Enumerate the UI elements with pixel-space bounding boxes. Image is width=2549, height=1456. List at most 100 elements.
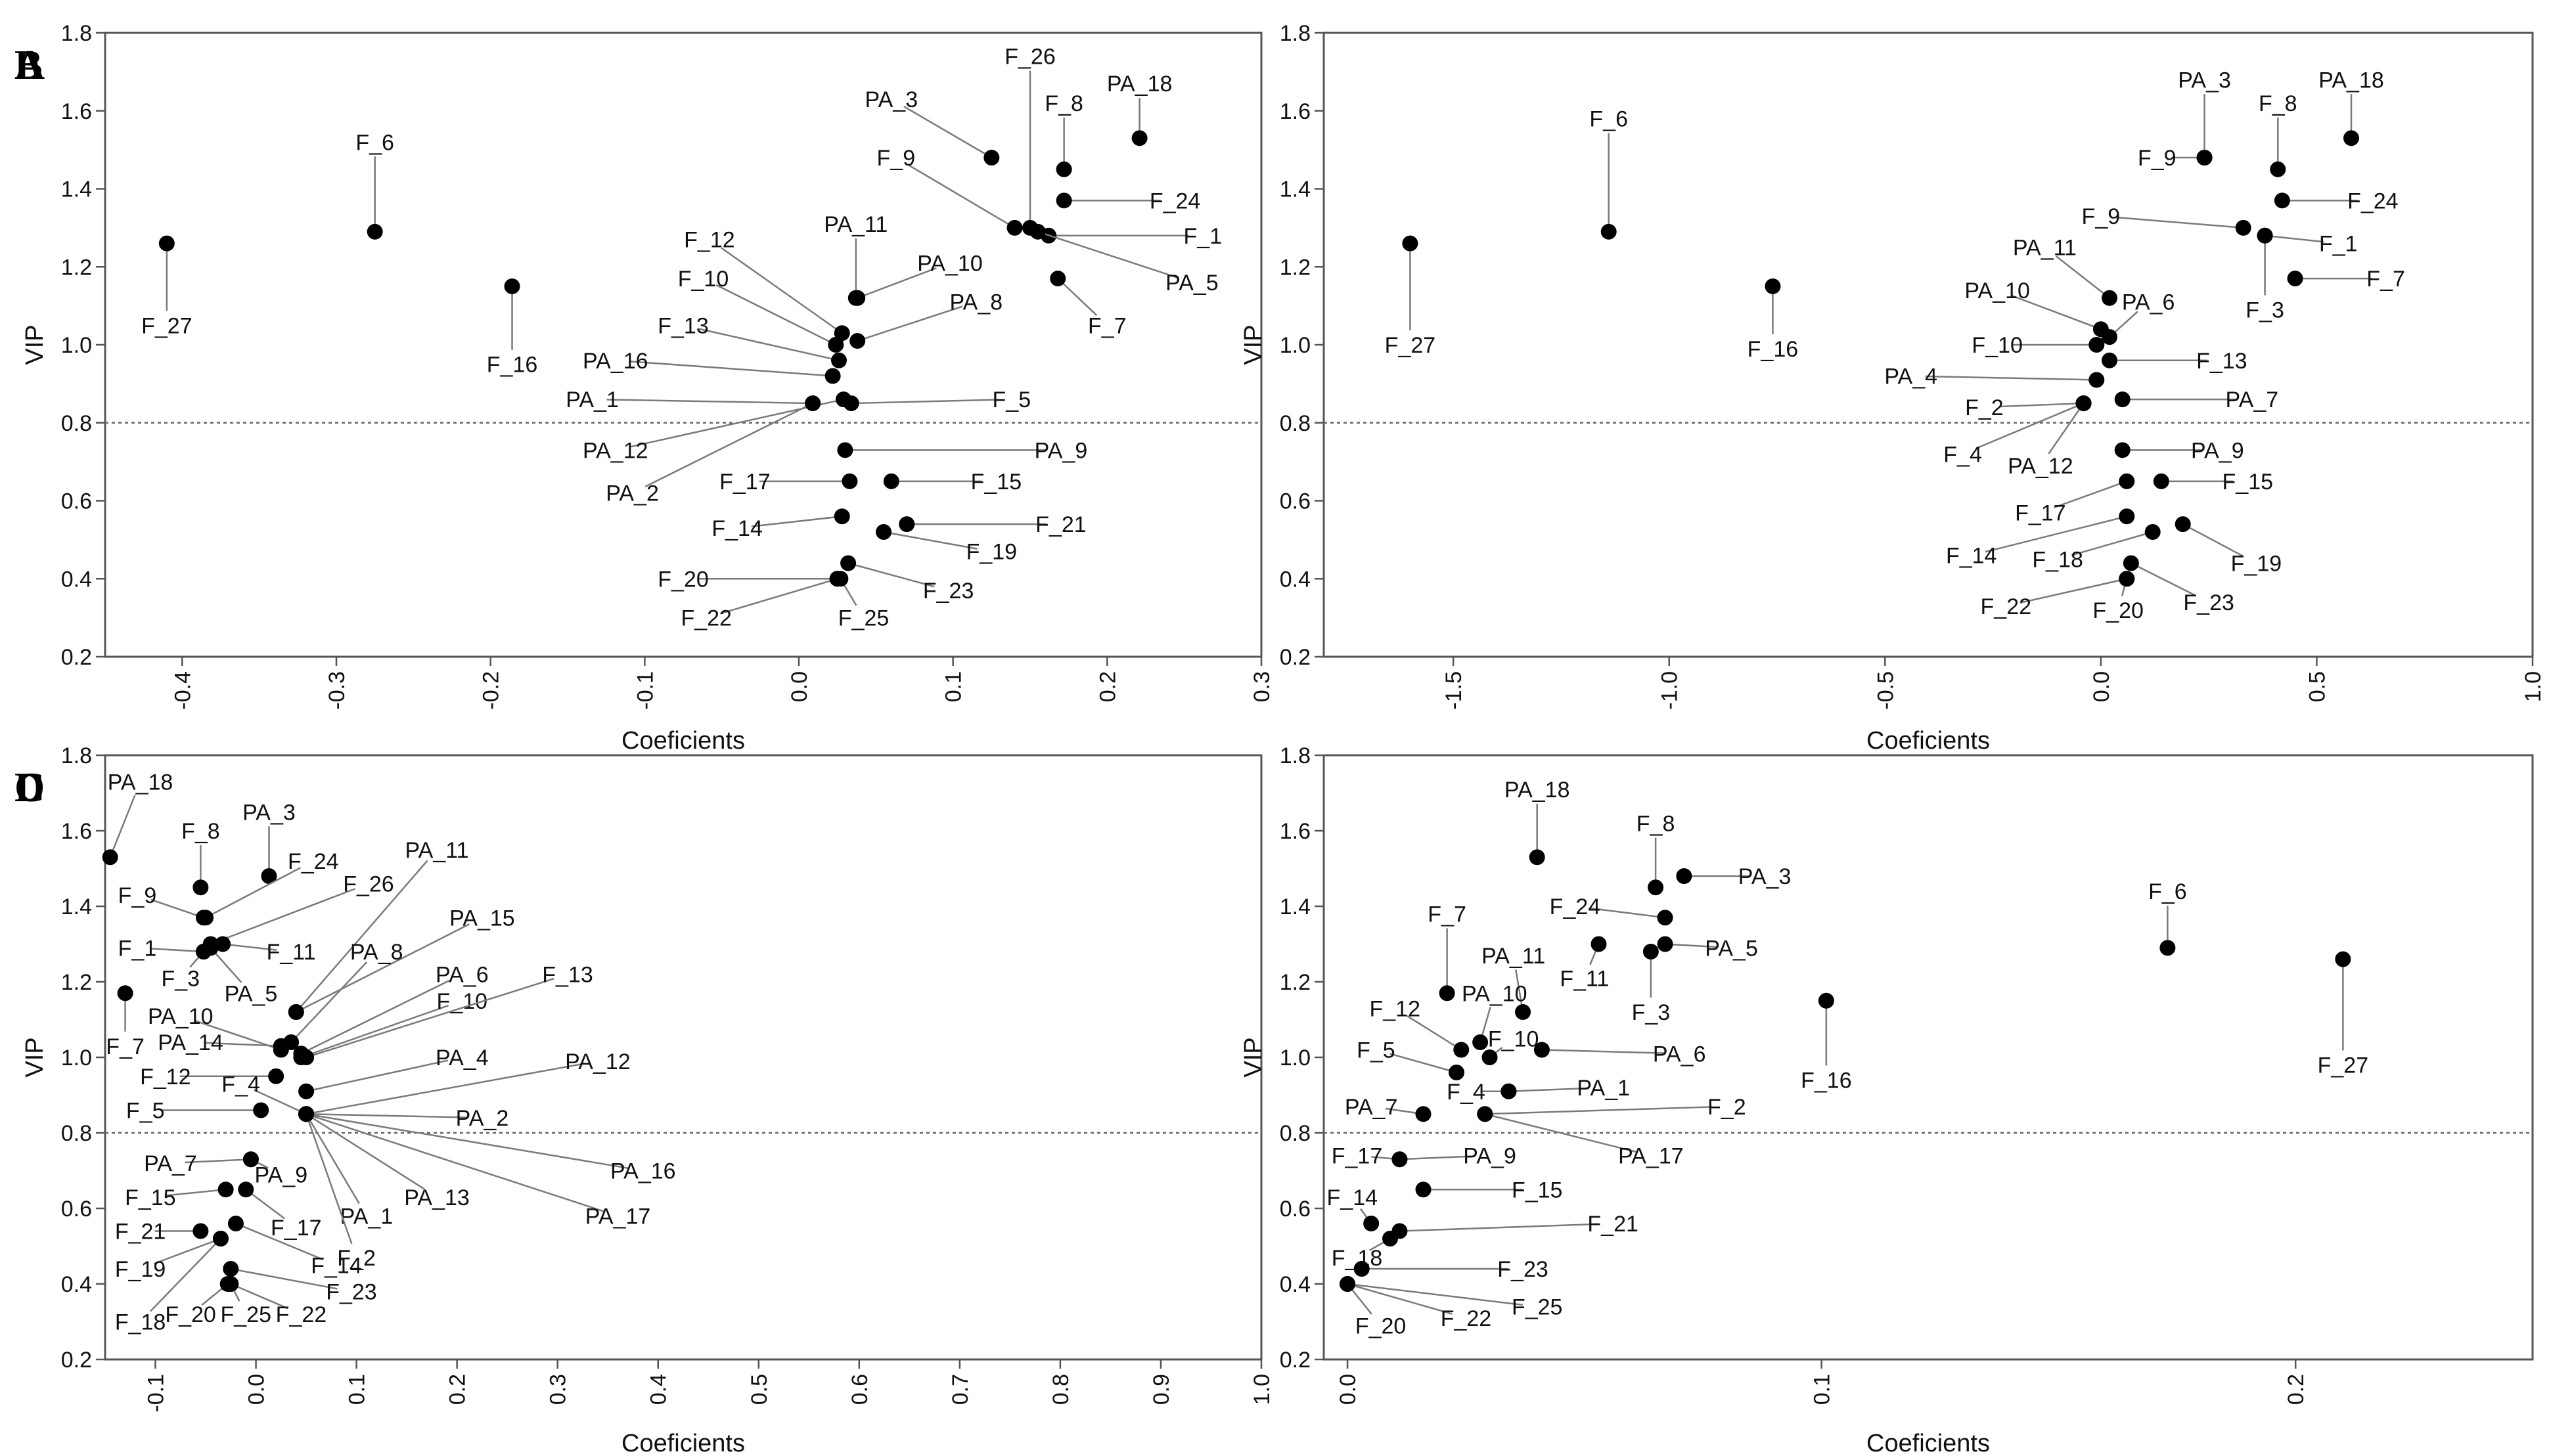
x-tick-label: 0.1	[345, 1374, 370, 1405]
point-label-f-16: F_16	[1748, 337, 1799, 362]
x-tick-label: 0.8	[1049, 1374, 1073, 1405]
x-tick-label: 0.0	[1336, 1374, 1361, 1405]
point-label-f-11: F_11	[267, 940, 316, 965]
point-label-f-1: F_1	[118, 936, 157, 961]
point-label-f-9: F_9	[2138, 146, 2177, 171]
point-f-24	[2274, 192, 2290, 209]
x-tick-label: 0.2	[445, 1374, 470, 1405]
point-label-f-12: F_12	[140, 1065, 191, 1090]
plot-frame	[104, 32, 1263, 658]
point-f-5	[1449, 1065, 1465, 1080]
point-label-f-14: F_14	[1327, 1185, 1378, 1210]
point-label-f-6: F_6	[2148, 879, 2187, 904]
point-f-6	[1600, 223, 1617, 240]
point-label-f-17: F_17	[271, 1216, 322, 1241]
point-pa-6	[2102, 329, 2117, 345]
panel-a: A 0.2 0.4 0.6 0.8 1.0 1.2 1.4 1.6 1.8 -0.4 -0.3 -0.2…	[14, 21, 1274, 755]
point-pa-3	[261, 868, 277, 884]
point-label-f-2: F_2	[337, 1246, 376, 1271]
point-pa-10	[849, 290, 866, 306]
point-label-f-24: F_24	[288, 849, 339, 874]
plot-frame	[104, 754, 1263, 1361]
y-tick-label: 0.6	[1280, 1197, 1311, 1222]
point-label-f-15: F_15	[125, 1185, 176, 1210]
y-tick-label: 1.4	[61, 177, 92, 202]
point-label-f-14: F_14	[1946, 544, 1997, 569]
y-tick-label: 0.2	[61, 645, 92, 670]
point-label-f-7: F_7	[1428, 902, 1466, 927]
point-label-f-12: F_12	[1369, 996, 1420, 1021]
point-label-f-4: F_4	[1447, 1080, 1485, 1105]
leader-line-pa-1	[305, 1113, 360, 1204]
x-tick-label: 0.0	[787, 671, 812, 702]
point-label-pa-3: PA_3	[1738, 864, 1792, 889]
point-label-f-8: F_8	[1636, 812, 1675, 837]
point-f-19	[2175, 516, 2191, 533]
leader-line-f-1	[2265, 234, 2324, 243]
point-f-12	[1453, 1042, 1470, 1058]
point-f-6	[2159, 940, 2176, 956]
x-tick-label: 0.5	[2305, 671, 2330, 702]
point-pa-12	[2075, 395, 2092, 412]
point-label-pa-18: PA_18	[1107, 72, 1173, 97]
point-pa-6	[1533, 1042, 1550, 1058]
y-tick-label: 1.2	[61, 255, 92, 280]
x-axis-label: Coeficients	[621, 727, 745, 755]
leader-line-pa-9	[1399, 1155, 1476, 1160]
point-label-f-16: F_16	[487, 353, 538, 378]
leader-line-pa-14	[205, 1042, 281, 1047]
point-pa-14	[273, 1038, 289, 1054]
point-f-21	[899, 516, 915, 533]
leader-line-f-5	[1389, 1053, 1457, 1074]
point-label-f-5: F_5	[126, 1099, 165, 1124]
y-axis-label: VIP	[21, 324, 49, 364]
leader-line-pa-1	[1508, 1087, 1589, 1092]
point-pa-9	[837, 442, 853, 458]
point-label-pa-13: PA_13	[404, 1185, 470, 1210]
leader-line-pa-18	[109, 795, 136, 858]
point-label-pa-18: PA_18	[2318, 68, 2384, 93]
y-tick-label: 0.4	[61, 1272, 92, 1297]
point-f-27	[158, 235, 175, 252]
point-f-24	[1657, 910, 1673, 926]
point-label-pa-12: PA_12	[2008, 454, 2073, 479]
point-f-8	[1056, 161, 1072, 177]
y-tick-label: 0.8	[1280, 1121, 1311, 1146]
point-f-14	[227, 1216, 244, 1231]
point-f-24	[1056, 192, 1072, 209]
leader-line-f-9	[2115, 216, 2244, 229]
x-tick-label: 0.5	[747, 1374, 772, 1405]
x-tick-label: -0.1	[633, 671, 658, 710]
x-tick-label: 0.7	[948, 1374, 973, 1405]
point-label-pa-1: PA_1	[1577, 1076, 1630, 1101]
point-label-pa-3: PA_3	[865, 87, 918, 112]
point-pa-8	[849, 333, 866, 349]
point-f-10	[1481, 1049, 1498, 1065]
point-label-f-24: F_24	[1150, 188, 1201, 213]
point-label-f-19: F_19	[115, 1257, 166, 1282]
point-label-f-17: F_17	[1332, 1144, 1383, 1169]
point-label-pa-10: PA_10	[148, 1004, 214, 1029]
point-f-9	[195, 910, 212, 926]
point-f-11	[1590, 936, 1607, 952]
point-f-7	[117, 985, 133, 1002]
point-label-f-20: F_20	[658, 567, 709, 592]
leader-line-f-14	[751, 516, 842, 527]
point-label-f-6: F_6	[355, 130, 394, 155]
y-tick-label: 0.2	[1280, 645, 1311, 670]
leader-line-pa-3	[903, 105, 992, 159]
point-f-18	[213, 1231, 229, 1246]
point-f-16	[504, 278, 520, 294]
point-f-16	[1765, 278, 1781, 294]
leader-line-f-5	[851, 399, 997, 405]
leader-line-f-23	[231, 1268, 338, 1290]
point-label-f-16: F_16	[1801, 1069, 1852, 1093]
point-label-pa-4: PA_4	[436, 1046, 489, 1070]
leader-line-f-2	[305, 1113, 353, 1245]
point-label-f-4: F_4	[221, 1072, 260, 1097]
point-label-f-10: F_10	[1488, 1026, 1539, 1051]
point-label-pa-6: PA_6	[1653, 1042, 1706, 1067]
x-tick-label: 0.0	[244, 1374, 269, 1405]
point-label-f-23: F_23	[2183, 590, 2234, 615]
point-label-pa-9: PA_9	[1463, 1144, 1516, 1169]
